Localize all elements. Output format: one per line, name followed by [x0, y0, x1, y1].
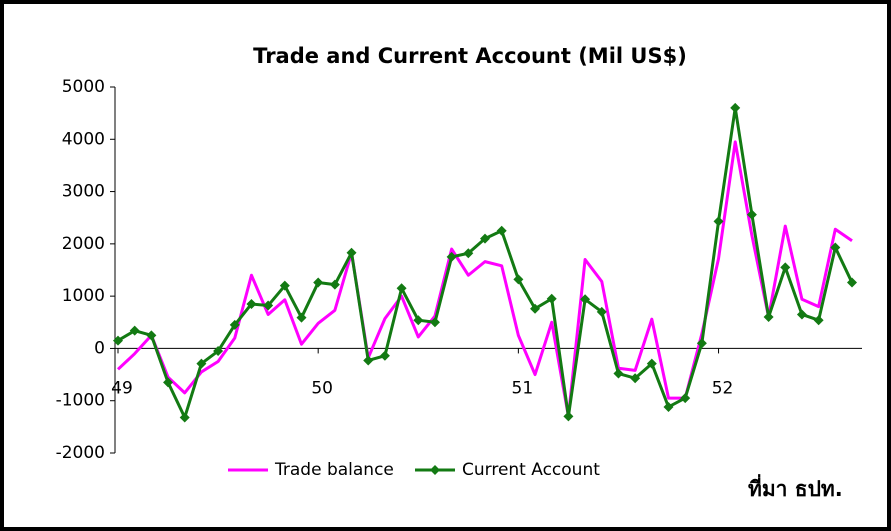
marker — [613, 368, 624, 379]
marker — [730, 102, 741, 113]
marker — [646, 358, 657, 369]
marker — [246, 298, 257, 309]
marker — [329, 279, 340, 290]
marker — [129, 325, 140, 336]
x-tick-label: 51 — [512, 378, 534, 398]
marker — [763, 312, 774, 323]
y-tick-label: 4000 — [62, 129, 105, 149]
marker — [680, 393, 691, 404]
y-tick-label: 2000 — [62, 234, 105, 254]
marker — [163, 377, 174, 388]
marker — [179, 412, 190, 423]
marker — [563, 411, 574, 422]
y-tick-label: -1000 — [56, 391, 105, 411]
marker — [279, 280, 290, 291]
legend-marker — [430, 465, 440, 475]
marker — [363, 355, 374, 366]
marker — [346, 247, 357, 258]
y-tick-label: 1000 — [62, 286, 105, 306]
x-tick-label: 50 — [311, 378, 333, 398]
marker — [263, 300, 274, 311]
marker — [696, 338, 707, 349]
marker — [813, 315, 824, 326]
marker — [446, 251, 457, 262]
marker — [596, 306, 607, 317]
marker — [796, 309, 807, 320]
marker — [213, 346, 224, 357]
marker — [546, 293, 557, 304]
marker — [480, 233, 490, 244]
marker — [663, 401, 674, 412]
chart-title: Trade and Current Account (Mil US$) — [253, 44, 687, 68]
marker — [847, 277, 857, 288]
marker — [196, 358, 207, 369]
marker — [379, 350, 390, 361]
marker — [830, 242, 841, 253]
legend-label: Trade balance — [274, 460, 394, 480]
marker — [429, 317, 440, 328]
marker — [146, 330, 157, 341]
legend-label: Current Account — [462, 460, 600, 480]
x-tick-label: 49 — [111, 378, 133, 398]
marker — [496, 225, 507, 236]
marker — [713, 216, 724, 227]
marker — [463, 248, 474, 259]
marker — [513, 274, 524, 285]
marker — [396, 283, 407, 294]
marker — [580, 294, 591, 305]
marker — [413, 315, 424, 326]
marker — [780, 262, 791, 273]
y-tick-label: 0 — [94, 338, 105, 358]
y-tick-label: -2000 — [56, 443, 105, 463]
y-tick-label: 5000 — [62, 77, 105, 97]
marker — [630, 373, 641, 384]
marker — [746, 209, 757, 220]
marker — [530, 303, 541, 314]
y-tick-label: 3000 — [62, 182, 105, 202]
marker — [296, 312, 307, 323]
marker — [229, 319, 240, 330]
marker — [313, 277, 324, 288]
x-tick-label: 52 — [712, 378, 734, 398]
marker — [113, 335, 123, 346]
source-note: ที่มา ธปท. — [748, 473, 843, 501]
